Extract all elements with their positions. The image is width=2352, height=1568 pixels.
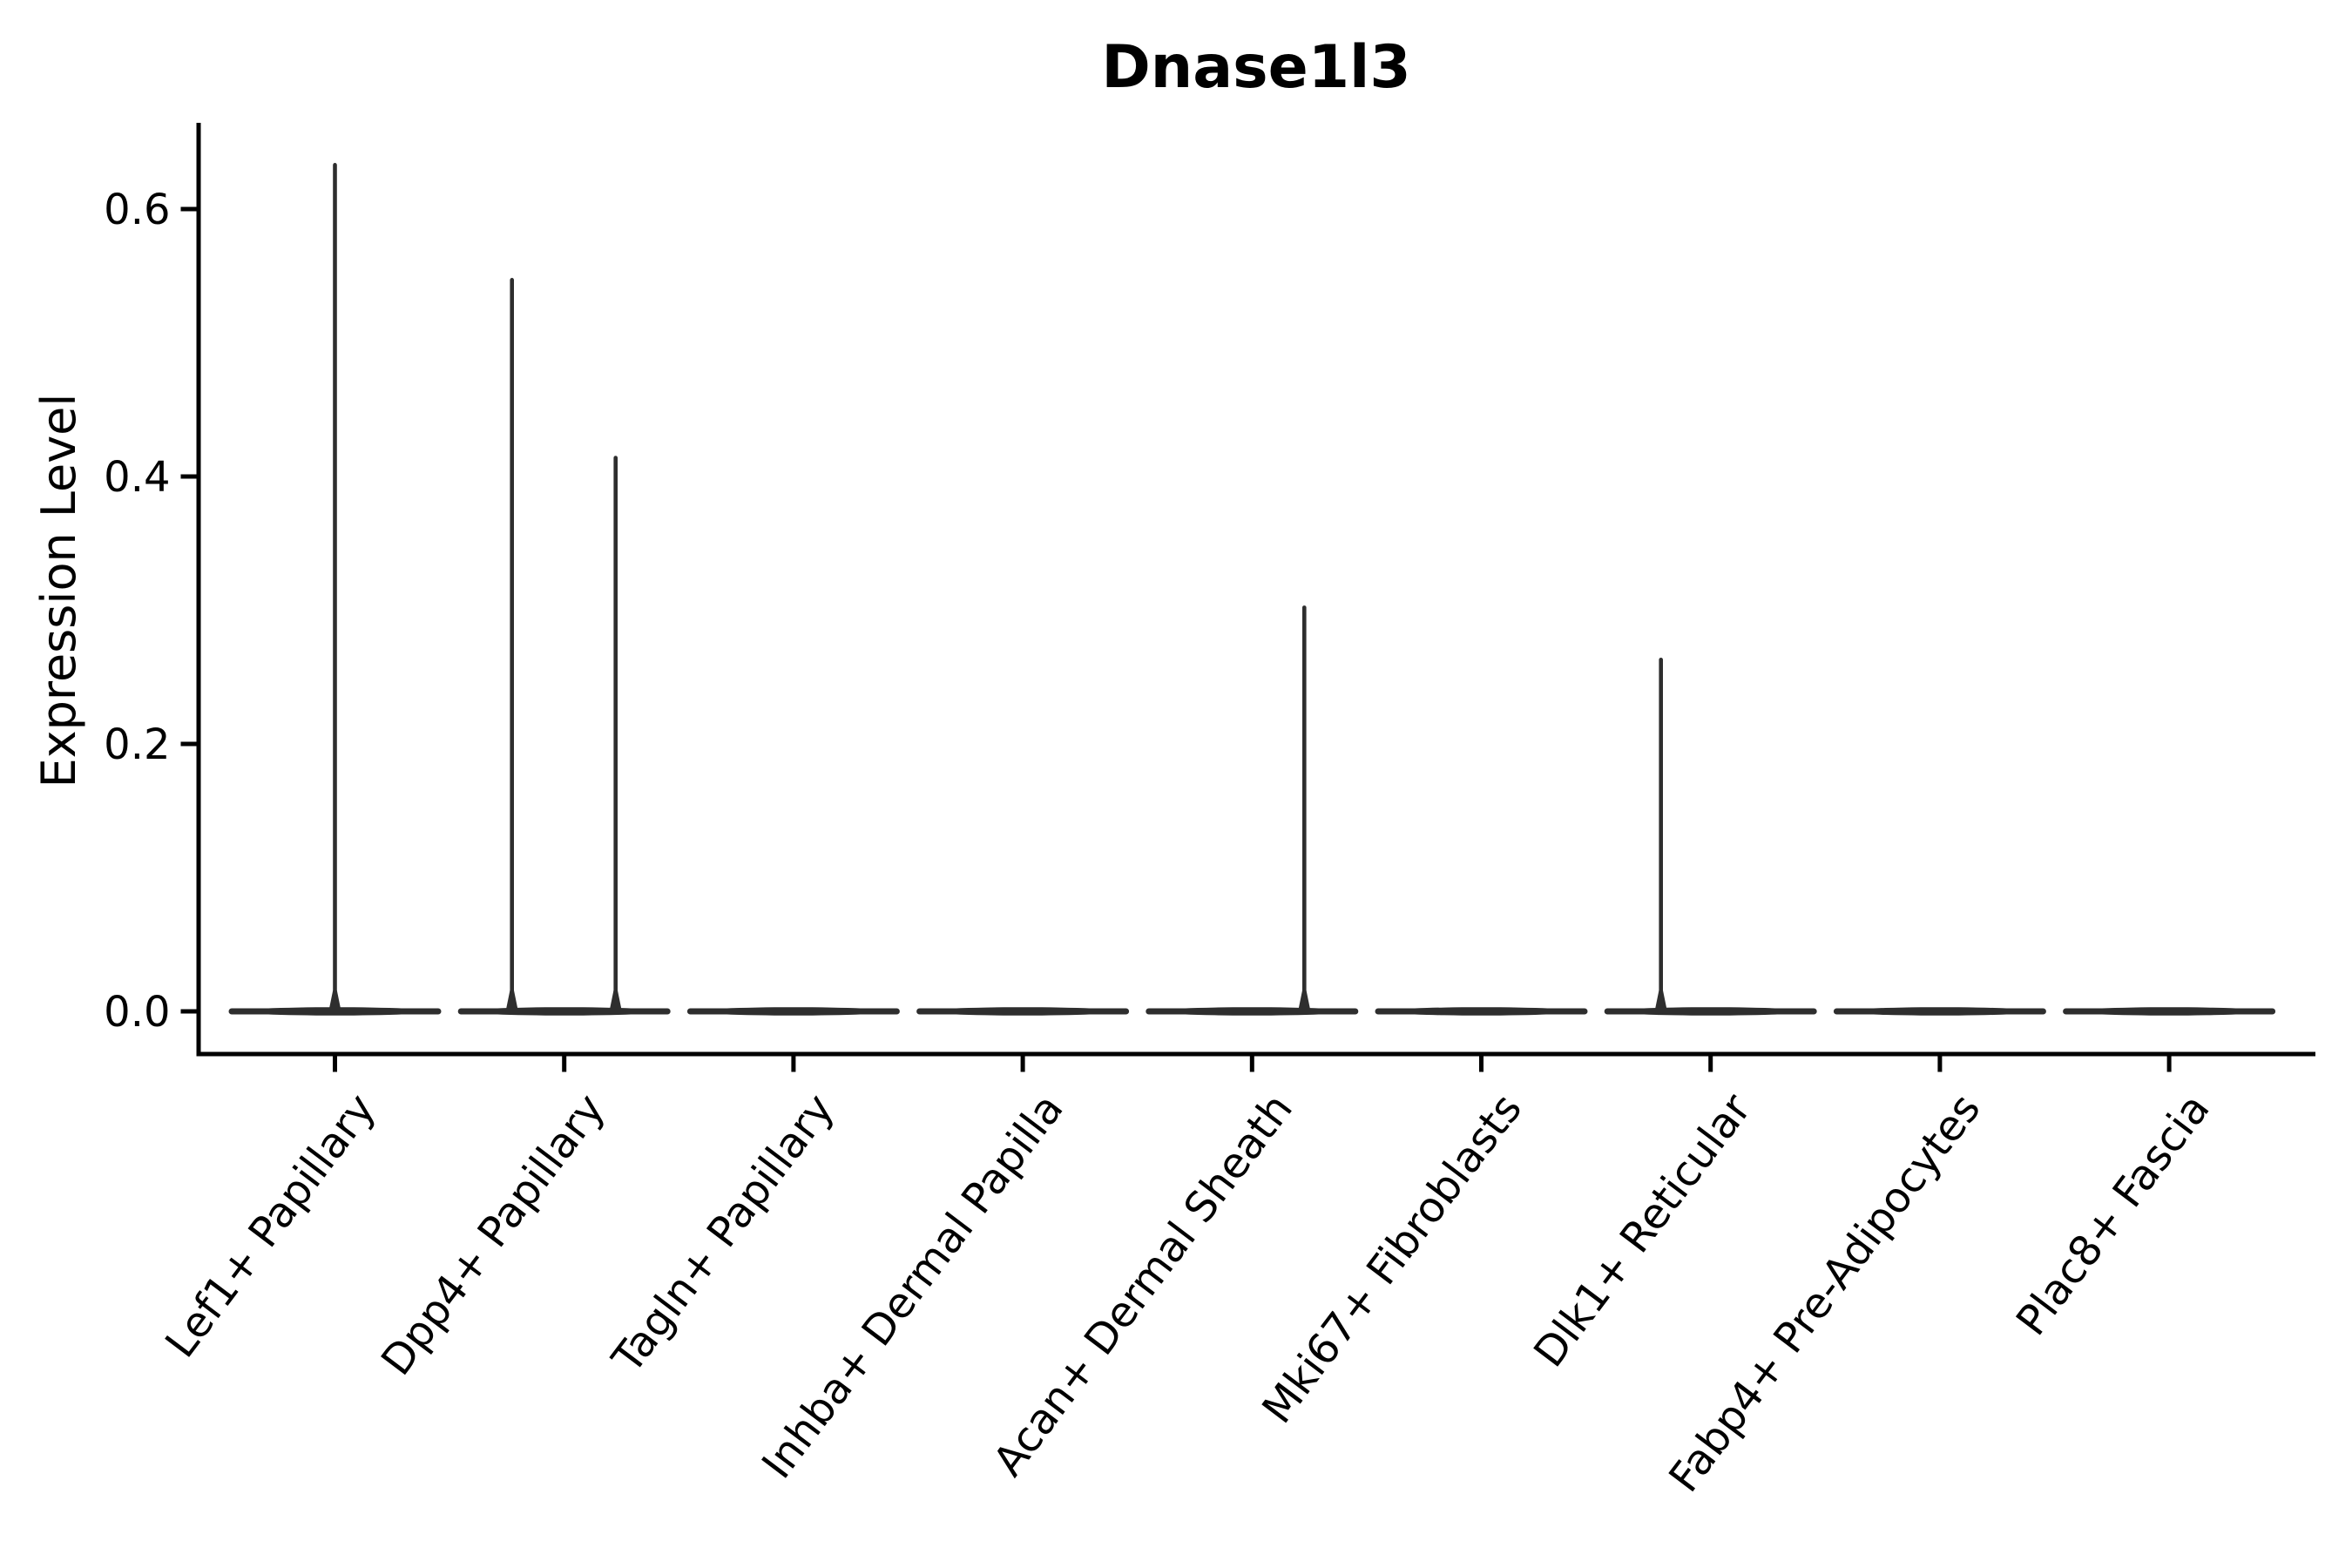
- violin: [2063, 1007, 2276, 1016]
- violin-spike-flare: [1654, 990, 1667, 1010]
- violin-base-bulge: [466, 1007, 662, 1016]
- x-category-label: Plac8+ Fascia: [2007, 1085, 2220, 1345]
- x-category-label: Mki67+ Fibroblasts: [1253, 1085, 1531, 1433]
- violins: [228, 163, 2276, 1016]
- violin: [1146, 605, 1359, 1016]
- violin-spike-flare: [505, 990, 518, 1010]
- y-tick-label: 0.6: [104, 186, 170, 234]
- violin-spike-flare: [328, 990, 341, 1010]
- x-category-label: Lef1+ Papillary: [156, 1085, 385, 1367]
- violin-base-bulge: [1383, 1007, 1579, 1016]
- violin-base-bulge: [695, 1007, 891, 1016]
- violin-spike-flare: [609, 990, 622, 1010]
- y-tick-label: 0.0: [104, 988, 170, 1037]
- violin: [1604, 657, 1817, 1016]
- x-category-label: Dlk1+ Reticular: [1524, 1085, 1761, 1375]
- x-category-label: Dpp4+ Papillary: [372, 1085, 614, 1385]
- violin-spike-flare: [1298, 990, 1311, 1010]
- violin-base-bulge: [925, 1007, 1121, 1016]
- violin-base-bulge: [1842, 1007, 2038, 1016]
- violin: [1375, 1007, 1588, 1016]
- violin-base-bulge: [1154, 1007, 1350, 1016]
- violin-base-bulge: [2072, 1007, 2268, 1016]
- violin: [916, 1007, 1130, 1016]
- y-axis-label: Expression Level: [31, 394, 86, 788]
- y-axis-ticks: 0.0 0.2 0.4 0.6: [104, 186, 197, 1037]
- violin: [457, 278, 671, 1016]
- violin: [686, 1007, 900, 1016]
- axes: [196, 123, 2315, 1057]
- violin-base-bulge: [1612, 1007, 1808, 1016]
- violin: [228, 163, 442, 1016]
- violin: [1833, 1007, 2046, 1016]
- y-tick-label: 0.2: [104, 720, 170, 769]
- y-tick-label: 0.4: [104, 453, 170, 502]
- chart-title: Dnase1l3: [1101, 33, 1410, 102]
- x-category-label: Tagln+ Papillary: [603, 1085, 844, 1383]
